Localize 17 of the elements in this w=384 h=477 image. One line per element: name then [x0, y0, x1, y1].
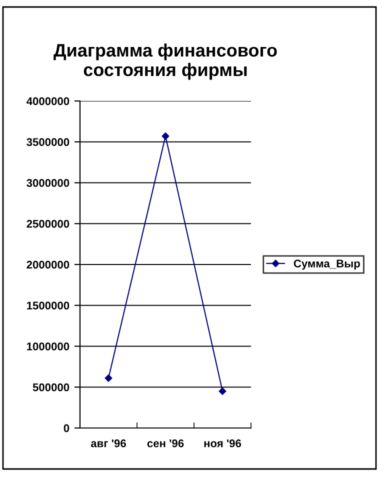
point: [162, 132, 170, 140]
y-tick-label: 3000000: [26, 179, 70, 187]
y-tick-label: 0: [64, 424, 70, 432]
y-tick-label: 1500000: [27, 302, 70, 310]
point: [218, 388, 226, 395]
x-tick-label: ноя '96: [204, 439, 242, 448]
x-tick-label: авг '96: [90, 439, 126, 448]
y-tick-label: 500000: [32, 383, 70, 392]
y-tick-label: 1000000: [27, 342, 70, 350]
legend-label: Сумма_Выр: [294, 260, 360, 270]
y-tick-label: 4000000: [26, 97, 70, 106]
y-tick-label: 2500000: [26, 220, 70, 228]
y-tick-label: 2000000: [26, 260, 70, 269]
x-tick-label: сен '96: [147, 439, 184, 448]
point: [104, 374, 112, 382]
chart-title: Диаграмма финансового состояния фирмы: [54, 43, 277, 80]
y-tick-label: 3500000: [26, 138, 70, 146]
